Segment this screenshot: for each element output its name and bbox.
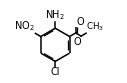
Text: O: O [73, 37, 81, 47]
Text: O: O [77, 17, 84, 27]
Text: CH$_3$: CH$_3$ [86, 20, 105, 33]
Text: Cl: Cl [50, 67, 60, 77]
Text: NH$_2$: NH$_2$ [45, 8, 65, 22]
Text: NO$_2$: NO$_2$ [14, 19, 35, 33]
